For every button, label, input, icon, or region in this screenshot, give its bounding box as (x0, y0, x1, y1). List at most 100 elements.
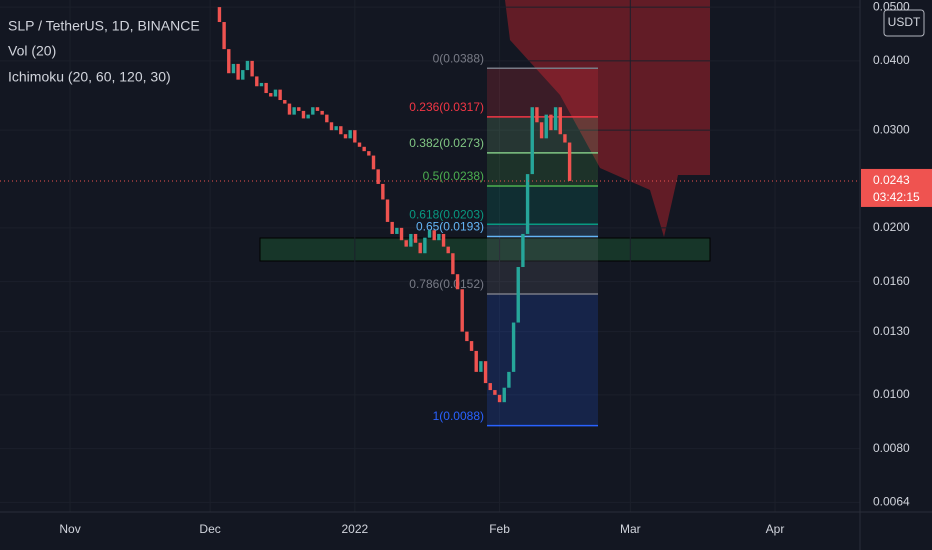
candle (339, 126, 343, 135)
candle (287, 103, 292, 115)
candle (395, 227, 399, 234)
support-zone (259, 237, 711, 262)
fib-band (487, 224, 598, 237)
fib-band (487, 185, 598, 225)
candle (329, 122, 334, 131)
candle (381, 183, 385, 200)
x-tick-label: Feb (489, 522, 510, 536)
candle (292, 107, 296, 115)
y-tick-label: 0.0100 (873, 387, 910, 401)
candle (245, 60, 250, 71)
x-tick-label: Nov (59, 522, 80, 536)
candle (479, 361, 483, 372)
fib-label: 0.236(0.0317) (409, 100, 484, 114)
y-tick-label: 0.0400 (873, 53, 910, 67)
fib-label: 0.786(0.0152) (409, 277, 484, 291)
candle (259, 82, 264, 87)
candle (493, 390, 497, 395)
candle (250, 60, 254, 77)
candle (544, 114, 548, 139)
candle (315, 107, 320, 111)
candle (362, 146, 366, 152)
volume-indicator[interactable]: Vol (20) (8, 43, 56, 59)
fib-label: 0.618(0.0203) (409, 207, 484, 221)
currency-badge[interactable] (883, 9, 925, 37)
candle (525, 174, 530, 234)
candle (535, 107, 539, 123)
y-tick-label: 0.0130 (873, 324, 910, 338)
candle (502, 387, 506, 403)
candle (539, 122, 544, 139)
candle (325, 114, 329, 123)
candle (460, 289, 464, 332)
candle (516, 267, 520, 323)
candle (399, 227, 404, 241)
candle (497, 394, 502, 403)
candle (451, 253, 455, 275)
fib-band (487, 293, 598, 426)
candle (409, 233, 413, 247)
candle (222, 22, 226, 50)
candle (404, 240, 408, 247)
x-tick-label: Mar (620, 522, 641, 536)
ichimoku-cloud (505, 0, 710, 237)
ichimoku-indicator[interactable]: Ichimoku (20, 60, 120, 30) (8, 69, 171, 85)
candle (511, 322, 516, 372)
candle (446, 246, 450, 254)
fib-label: 1(0.0088) (433, 409, 484, 423)
y-tick-label: 0.0500 (873, 0, 910, 13)
candle (357, 142, 362, 147)
last-price: 0.0243 (873, 173, 910, 187)
candle (483, 361, 488, 384)
y-tick-label: 0.0080 (873, 441, 910, 455)
y-tick-label: 0.0300 (873, 122, 910, 136)
candle (348, 130, 352, 139)
candle (432, 230, 436, 241)
fib-band (487, 68, 598, 117)
candle (353, 130, 357, 143)
candle (558, 107, 562, 135)
x-tick-label: Dec (199, 522, 220, 536)
candle (465, 331, 469, 342)
candle (521, 233, 525, 268)
candle (311, 107, 315, 115)
candle (255, 76, 259, 87)
candle (385, 199, 390, 222)
candle (567, 142, 572, 181)
fib-label: 0.5(0.0238) (423, 169, 484, 183)
x-tick-label: 2022 (341, 522, 368, 536)
currency: USDT (888, 15, 921, 29)
candle (376, 169, 380, 184)
candle (343, 134, 348, 139)
candle (474, 350, 478, 372)
countdown: 03:42:15 (873, 190, 920, 204)
candle (469, 341, 474, 351)
candle (441, 233, 446, 247)
y-tick-label: 0.0160 (873, 274, 910, 288)
last-price-badge (861, 168, 932, 207)
candle (530, 107, 534, 175)
fib-band (487, 236, 598, 294)
candle (227, 49, 231, 74)
x-tick-label: Apr (766, 522, 785, 536)
fib-label: 0.382(0.0273) (409, 136, 484, 150)
candle (371, 155, 376, 170)
symbol: SLP / TetherUS, 1D, BINANCE (8, 18, 200, 34)
candle (297, 107, 301, 111)
candle (423, 237, 427, 254)
candle (273, 89, 278, 97)
candle (418, 242, 422, 254)
candle (549, 114, 553, 131)
candle (231, 63, 236, 74)
candle (334, 126, 338, 131)
candle (367, 151, 371, 156)
y-tick-label: 0.0064 (873, 495, 910, 509)
fib-label: 0.65(0.0193) (416, 220, 484, 234)
candle (264, 82, 268, 94)
candle (269, 93, 273, 97)
candle (306, 114, 310, 119)
candle (390, 221, 394, 234)
candle (427, 230, 432, 238)
fib-band (487, 152, 598, 186)
